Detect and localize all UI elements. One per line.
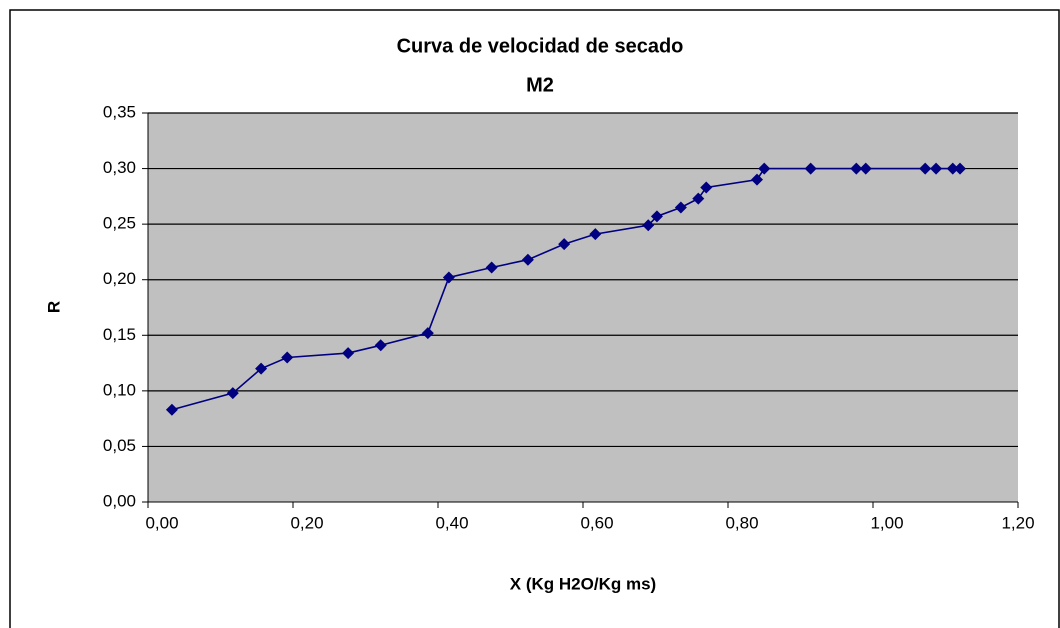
y-tick-label: 0,00: [103, 491, 136, 510]
chart: Curva de velocidad de secado M2 X (Kg H2…: [0, 0, 1060, 628]
x-tick-label: 0,80: [725, 513, 758, 532]
x-tick-label: 0,20: [290, 513, 323, 532]
y-tick-label: 0,20: [103, 269, 136, 288]
x-tick-label: 1,20: [1001, 513, 1034, 532]
y-tick-label: 0,05: [103, 436, 136, 455]
x-axis-title: X (Kg H2O/Kg ms): [510, 574, 656, 593]
x-tick-label: 0,40: [435, 513, 468, 532]
chart-subtitle: M2: [526, 74, 554, 96]
plot-area: [148, 113, 1018, 502]
y-axis-title: R: [44, 301, 63, 313]
y-tick-label: 0,25: [103, 214, 136, 233]
chart-title: Curva de velocidad de secado: [397, 35, 684, 57]
x-tick-label: 0,60: [580, 513, 613, 532]
x-tick-label: 1,00: [870, 513, 903, 532]
y-tick-label: 0,30: [103, 158, 136, 177]
x-tick-label: 0,00: [145, 513, 178, 532]
y-tick-label: 0,35: [103, 102, 136, 121]
y-tick-label: 0,10: [103, 380, 136, 399]
y-tick-label: 0,15: [103, 325, 136, 344]
